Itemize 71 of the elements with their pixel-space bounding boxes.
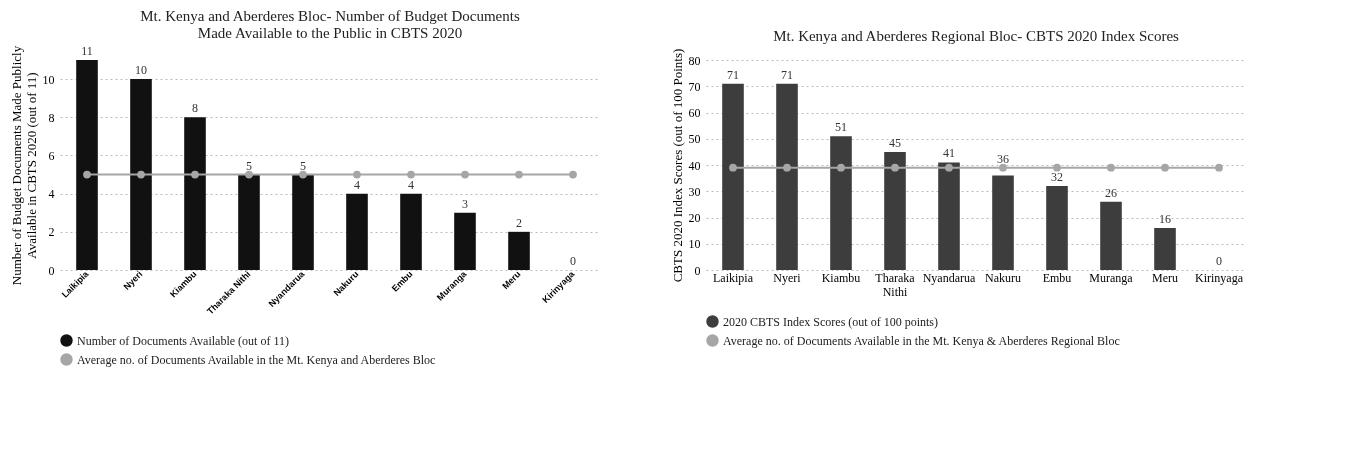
bar [184, 117, 206, 270]
data-label: 36 [997, 151, 1009, 166]
x-tick-label: Nyeri [773, 270, 802, 285]
y-tick-label: 6 [48, 148, 55, 163]
bar [722, 83, 744, 270]
data-label: 51 [835, 120, 847, 135]
data-label: 10 [135, 63, 147, 78]
bar [1100, 201, 1122, 270]
data-label: 8 [192, 101, 198, 116]
data-label: 71 [727, 67, 739, 82]
y-tick-label: 10 [688, 237, 701, 252]
data-label: 0 [1216, 254, 1222, 268]
y-axis-title: Number of Budget Documents Made Publicly Available in CBTS 2020 (out of 11) [8, 45, 39, 286]
data-label: 2 [516, 215, 522, 230]
bar [508, 231, 530, 270]
bar [346, 193, 368, 270]
chart-title: Mt. Kenya and Aberderes Regional Bloc- CBTS 2020 Index Scores [773, 28, 1180, 45]
y-tick-label: 80 [688, 53, 701, 68]
data-label: 26 [1105, 185, 1117, 200]
chart-title: Mt. Kenya and Aberderes Bloc- Number of Budget Documents Made Available to the Public in CBTS 2020 [140, 8, 520, 41]
y-tick-label: 8 [48, 110, 55, 125]
legend-label: Average no. of Documents Available in the Mt. Kenya and Aberderes Bloc [77, 352, 436, 367]
data-label: 4 [354, 177, 360, 192]
x-tick-label: Kirinyaga [1195, 270, 1244, 285]
bar [130, 79, 152, 270]
bar [238, 174, 260, 270]
y-tick-label: 20 [688, 211, 701, 225]
data-label: 41 [943, 146, 955, 161]
y-tick-label: 4 [48, 187, 55, 202]
data-label: 3 [462, 196, 468, 211]
bar [292, 174, 314, 270]
y-tick-label: 2 [48, 225, 55, 240]
bar [400, 193, 422, 270]
data-label: 5 [246, 158, 252, 173]
y-tick-label: 60 [688, 106, 701, 120]
x-tick-label: Meru [1152, 270, 1178, 285]
y-tick-label: 70 [688, 79, 701, 94]
x-tick-label: Nyandarua [922, 270, 976, 285]
data-label: 5 [300, 158, 306, 173]
data-label: 0 [570, 254, 576, 268]
data-label: 11 [81, 44, 93, 58]
bar [1154, 228, 1176, 270]
bar [884, 151, 906, 270]
y-tick-label: 0 [694, 263, 701, 278]
x-tick-label: Nakuru [985, 270, 1021, 285]
x-tick-label: Laikipia [713, 270, 754, 285]
data-label: 16 [1159, 212, 1171, 226]
bar [992, 175, 1014, 270]
y-tick-label: 0 [48, 263, 55, 278]
legend-label: 2020 CBTS Index Scores (out of 100 points) [723, 314, 938, 329]
y-axis-title: CBTS 2020 Index Scores (out of 100 Points) [669, 48, 685, 283]
x-tick-label: Kiambu [821, 270, 861, 285]
legend-label: Number of Documents Available (out of 11) [77, 333, 289, 348]
data-label: 4 [408, 177, 414, 192]
y-tick-label: 40 [688, 158, 701, 173]
bar [454, 212, 476, 270]
y-tick-label: 10 [42, 72, 55, 87]
data-label: 32 [1051, 170, 1063, 184]
bar [938, 162, 960, 270]
x-tick-label: Embu [1042, 270, 1072, 285]
x-tick-label: Muranga [1089, 270, 1134, 285]
data-label: 71 [781, 67, 793, 82]
legend-label: Average no. of Documents Available in the Mt. Kenya & Aberderes Regional Bloc [723, 333, 1120, 348]
data-label: 45 [889, 135, 901, 150]
bar [76, 60, 98, 270]
x-tick-label: Tharaka Nithi [875, 270, 916, 299]
y-tick-label: 50 [688, 132, 701, 147]
y-tick-label: 30 [688, 184, 701, 199]
bar [830, 136, 852, 270]
bar [1046, 186, 1068, 270]
bar [776, 83, 798, 270]
